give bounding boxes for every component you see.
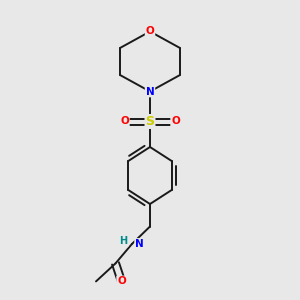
- Text: S: S: [146, 115, 154, 128]
- Text: O: O: [117, 276, 126, 286]
- Text: O: O: [146, 26, 154, 37]
- Text: O: O: [171, 116, 180, 127]
- Text: N: N: [146, 86, 154, 97]
- Text: H: H: [119, 236, 128, 247]
- Text: O: O: [120, 116, 129, 127]
- Text: N: N: [135, 239, 144, 249]
